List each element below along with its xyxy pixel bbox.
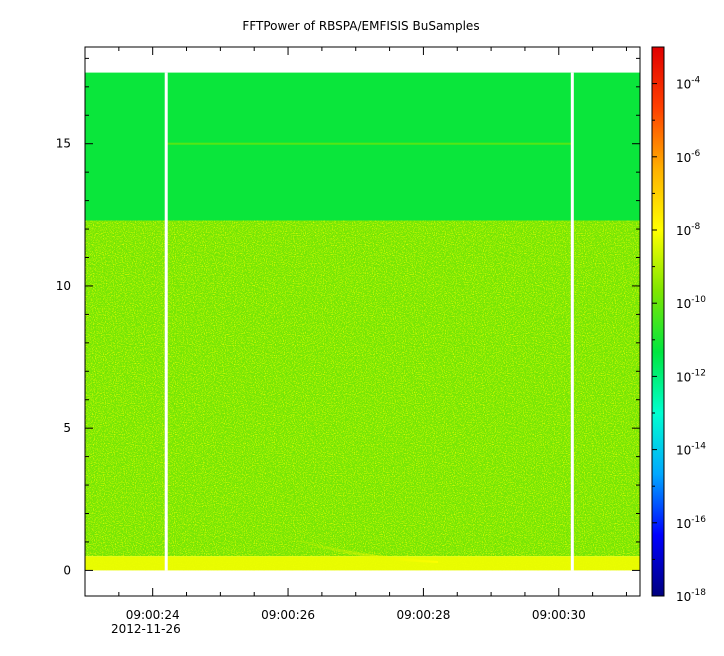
data-gap (164, 72, 168, 571)
colorbar-tick-label: 10-10 (676, 295, 706, 311)
colorbar-tick-label: 10-6 (676, 149, 701, 165)
colorbar-tick-label: 10-4 (676, 76, 701, 92)
chart-title: FFTPower of RBSPA/EMFISIS BuSamples (242, 19, 479, 33)
plot-frame (84, 46, 641, 597)
colorbar-tick-label: 10-12 (676, 368, 706, 384)
x-axis: 09:00:24 09:00:26 09:00:28 09:00:30 (84, 47, 627, 622)
data-gaps (164, 72, 574, 571)
y-tick-label: 15 (56, 137, 71, 151)
colorbar-frame (651, 46, 665, 597)
y-axis: 0 5 10 15 (56, 57, 640, 577)
colorbar-ticks: 10-4 10-6 10-8 10-10 10-12 10-14 10-16 10-18 (652, 46, 706, 604)
colorbar-gradient (652, 47, 664, 596)
chirp-feature (300, 540, 438, 563)
x-tick-label: 09:00:28 (396, 608, 450, 622)
date-label: 2012-11-26 (111, 622, 181, 636)
colorbar-tick-label: 10-18 (676, 588, 706, 604)
x-tick-label: 09:00:26 (261, 608, 315, 622)
y-tick-label: 5 (63, 421, 71, 435)
colorbar-tick-label: 10-8 (676, 222, 701, 238)
colorbar-tick-label: 10-16 (676, 515, 706, 531)
spectrogram-noise (85, 220, 640, 571)
colorbar: 10-4 10-6 10-8 10-10 10-12 10-14 10-16 10-18 (651, 46, 706, 604)
y-tick-label: 0 (63, 563, 71, 577)
line-feature-15 (166, 142, 573, 145)
data-gap (570, 72, 574, 571)
x-tick-label: 09:00:24 (126, 608, 180, 622)
spectrogram-band (85, 72, 640, 221)
colorbar-tick-label: 10-14 (676, 442, 706, 458)
x-tick-label: 09:00:30 (532, 608, 586, 622)
y-tick-label: 10 (56, 279, 71, 293)
